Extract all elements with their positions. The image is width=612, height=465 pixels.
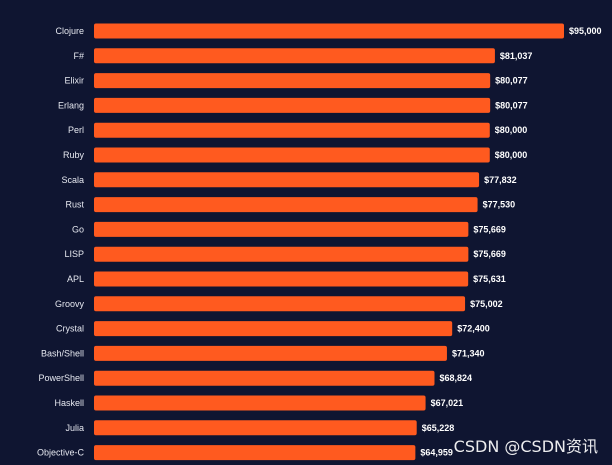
- bar: [94, 370, 435, 386]
- category-label: Scala: [61, 175, 84, 185]
- value-label: $67,021: [431, 398, 464, 408]
- bar: [94, 122, 490, 138]
- bar: [94, 197, 478, 213]
- bar: [94, 23, 564, 39]
- value-label: $75,669: [473, 224, 506, 234]
- category-label: Objective-C: [37, 448, 85, 458]
- category-label: Go: [72, 224, 84, 234]
- bar: [94, 172, 480, 188]
- value-label: $65,228: [422, 423, 455, 433]
- bar: [94, 271, 469, 287]
- watermark-text: CSDN @CSDN资讯: [453, 437, 598, 456]
- value-label: $95,000: [569, 26, 602, 36]
- bar: [94, 296, 466, 312]
- value-label: $75,631: [473, 274, 506, 284]
- bar: [94, 420, 417, 436]
- value-label: $81,037: [500, 51, 533, 61]
- bar: [94, 97, 491, 113]
- category-label: Ruby: [63, 150, 85, 160]
- value-label: $68,824: [439, 373, 472, 383]
- category-label: Bash/Shell: [41, 348, 84, 358]
- value-label: $77,530: [483, 200, 516, 210]
- value-label: $80,077: [495, 76, 528, 86]
- category-label: Elixir: [65, 76, 85, 86]
- category-label: Julia: [65, 423, 84, 433]
- bar: [94, 246, 469, 262]
- category-label: Erlang: [58, 100, 84, 110]
- value-label: $80,000: [495, 150, 528, 160]
- bar: [94, 48, 495, 64]
- category-label: Perl: [68, 125, 84, 135]
- value-label: $75,669: [473, 249, 506, 259]
- category-label: APL: [67, 274, 84, 284]
- value-label: $80,077: [495, 100, 528, 110]
- bar: [94, 395, 426, 411]
- bar: [94, 221, 469, 237]
- value-label: $75,002: [470, 299, 503, 309]
- value-label: $71,340: [452, 348, 485, 358]
- value-label: $64,959: [420, 448, 453, 458]
- bar: [94, 147, 490, 163]
- category-label: PowerShell: [38, 373, 84, 383]
- category-label: Groovy: [55, 299, 85, 309]
- bar: [94, 73, 491, 89]
- value-label: $80,000: [495, 125, 528, 135]
- category-label: Clojure: [55, 26, 84, 36]
- category-label: F#: [73, 51, 84, 61]
- bar: [94, 321, 453, 337]
- category-label: LISP: [64, 249, 84, 259]
- category-label: Haskell: [54, 398, 84, 408]
- bar: [94, 445, 416, 461]
- category-label: Rust: [65, 200, 84, 210]
- bar: [94, 345, 447, 361]
- category-label: Crystal: [56, 324, 84, 334]
- value-label: $77,832: [484, 175, 517, 185]
- value-label: $72,400: [457, 324, 490, 334]
